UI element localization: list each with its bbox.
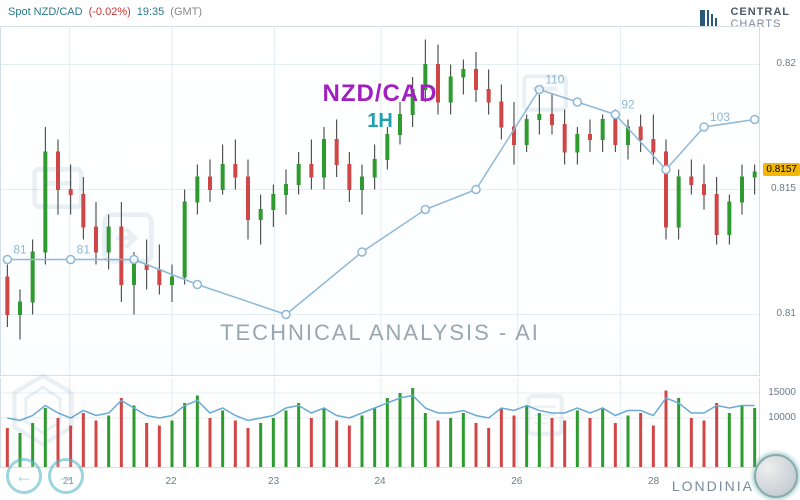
volume-chart[interactable] — [0, 378, 760, 468]
londinia-brand: LONDINIA — [672, 478, 754, 494]
price-chart[interactable]: 81 81 110 92 103 — [0, 26, 760, 376]
instrument-name: Spot NZD/CAD — [8, 6, 83, 18]
londinia-avatar-icon — [754, 454, 798, 498]
svg-text:103: 103 — [710, 110, 730, 124]
timezone: (GMT) — [170, 6, 202, 18]
svg-text:81: 81 — [13, 243, 27, 257]
x-axis: 212223242628 — [0, 470, 760, 498]
svg-text:110: 110 — [545, 73, 564, 87]
logo-text-top: CENTRAL — [730, 6, 790, 18]
svg-text:92: 92 — [621, 98, 635, 112]
change-percent: (-0.02%) — [89, 6, 131, 18]
price-y-axis: 0.810.8150.820.8157 — [760, 26, 800, 376]
last-price-badge: 0.8157 — [763, 163, 800, 176]
timestamp: 19:35 — [137, 6, 165, 18]
chart-header: Spot NZD/CAD (-0.02%) 19:35 (GMT) — [0, 0, 800, 24]
svg-text:81: 81 — [77, 243, 91, 257]
